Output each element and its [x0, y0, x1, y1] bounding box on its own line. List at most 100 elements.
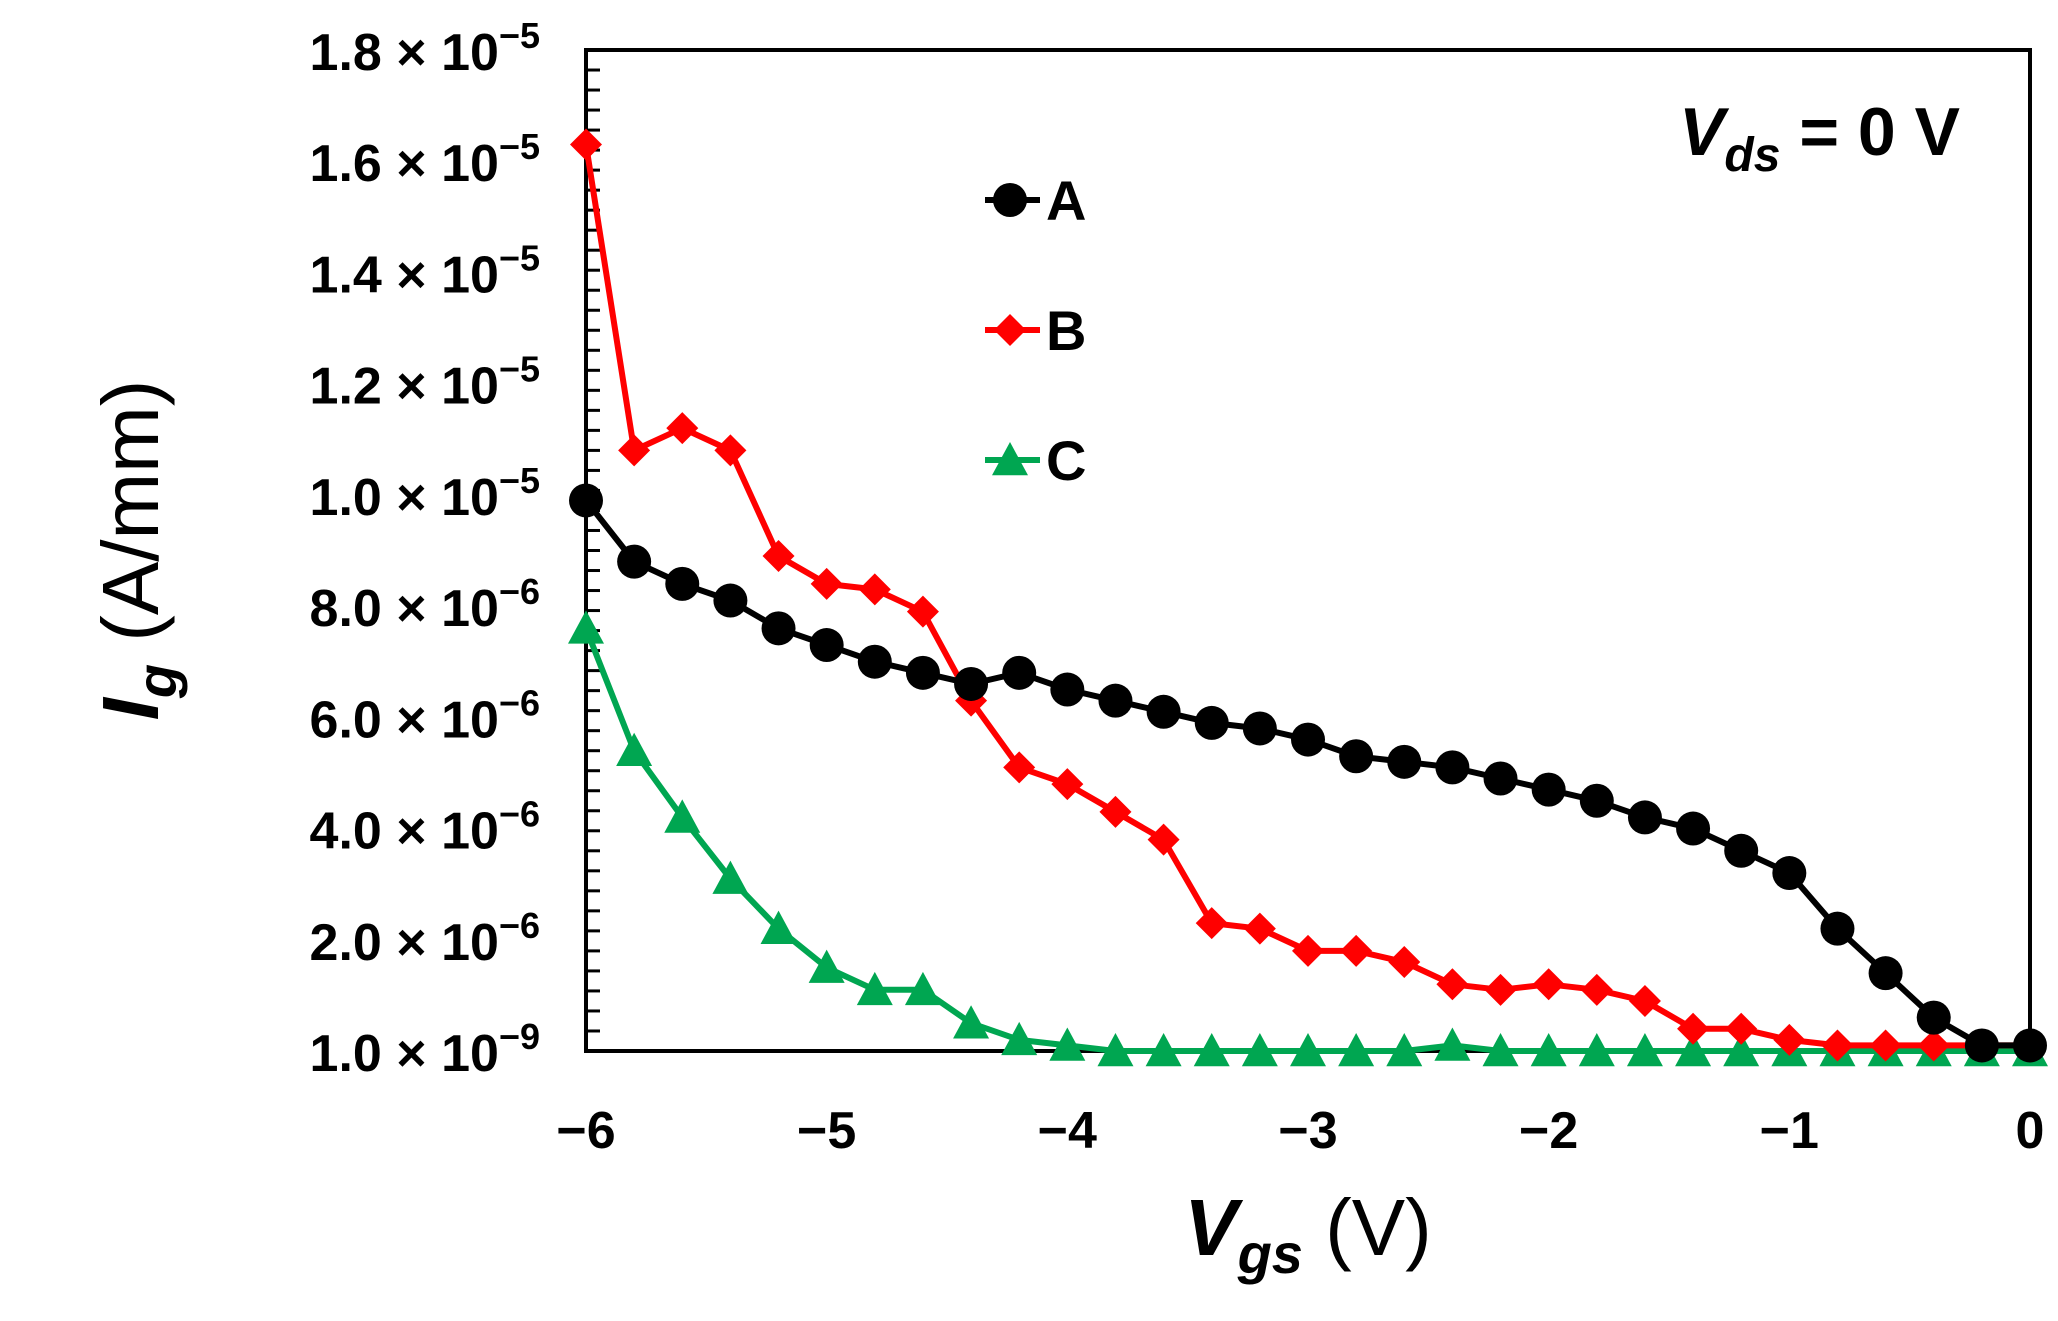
data-point-B	[666, 412, 699, 445]
y-tick-mantissa: 1.0	[310, 1025, 397, 1083]
data-point-B	[1821, 1029, 1854, 1062]
x-axis-title: Vgs (V)	[1184, 1183, 1432, 1285]
data-point-B	[1677, 1012, 1710, 1045]
data-point-A	[1676, 811, 1711, 846]
data-point-A	[1916, 1000, 1951, 1035]
data-point-C	[904, 971, 941, 1006]
data-point-C	[1097, 1033, 1134, 1067]
data-point-A	[2013, 1028, 2047, 1063]
data-point-B	[1580, 973, 1613, 1006]
data-point-C	[808, 949, 845, 983]
data-point-A	[1627, 800, 1662, 835]
data-point-C	[1386, 1033, 1423, 1067]
annotation-symbol: V	[1679, 94, 1730, 170]
y-tick-label: 4.0 × 10−6	[310, 794, 540, 861]
y-tick-times: ×	[396, 691, 441, 749]
data-point-B	[1051, 768, 1084, 801]
legend-item-B: B	[985, 299, 1086, 362]
data-point-C	[1145, 1033, 1182, 1067]
y-tick-exponent: −6	[499, 682, 540, 723]
data-point-C	[1675, 1033, 1712, 1067]
data-point-B	[906, 595, 939, 628]
data-point-C	[1241, 1033, 1278, 1067]
data-point-B	[762, 540, 795, 573]
data-point-B	[1436, 968, 1469, 1001]
data-point-A	[713, 583, 748, 618]
data-point-B	[1484, 973, 1517, 1006]
y-tick-label: 1.4 × 10−5	[310, 237, 540, 304]
x-tick-label: −1	[1760, 1102, 1819, 1160]
data-point-A	[1339, 739, 1374, 774]
y-tick-mantissa: 1.6	[310, 135, 397, 193]
x-tick-label: −3	[1278, 1102, 1337, 1160]
data-point-A	[1772, 856, 1807, 891]
annotation-subscript: ds	[1724, 129, 1780, 182]
y-tick-label: 2.0 × 10−6	[310, 905, 540, 972]
data-point-C	[1338, 1033, 1375, 1067]
x-tick-label: 0	[2016, 1102, 2045, 1160]
y-tick-label: 1.0 × 10−5	[310, 460, 540, 527]
y-tick-exponent: −5	[499, 126, 540, 167]
legend-marker	[992, 442, 1028, 476]
data-point-C	[664, 799, 701, 833]
data-point-A	[1098, 683, 1133, 718]
legend-label: B	[1046, 299, 1086, 362]
data-point-B	[1243, 912, 1276, 945]
x-axis-title-unit: (V)	[1303, 1183, 1432, 1272]
y-tick-mantissa: 1.8	[310, 24, 397, 82]
data-point-A	[1483, 761, 1518, 796]
data-point-A	[954, 666, 989, 701]
data-point-A	[1820, 911, 1855, 946]
y-tick-mantissa: 1.0	[310, 469, 397, 527]
data-point-B	[714, 434, 747, 467]
y-tick-base: 10	[441, 246, 499, 304]
y-tick-label: 1.6 × 10−5	[310, 126, 540, 193]
data-point-B	[1773, 1023, 1806, 1056]
y-tick-label: 6.0 × 10−6	[310, 682, 540, 749]
y-tick-exponent: −5	[499, 460, 540, 501]
y-tick-label: 1.2 × 10−5	[310, 349, 540, 416]
y-tick-base: 10	[441, 135, 499, 193]
x-tick-label: −4	[1038, 1102, 1097, 1160]
data-point-A	[617, 544, 652, 579]
data-point-B	[1099, 795, 1132, 828]
data-point-A	[1050, 672, 1085, 707]
data-point-C	[1049, 1027, 1086, 1061]
y-tick-times: ×	[396, 580, 441, 638]
legend-label: C	[1046, 429, 1086, 492]
y-tick-times: ×	[396, 1025, 441, 1083]
data-point-C	[1001, 1021, 1038, 1056]
series-A	[569, 483, 2047, 1063]
y-tick-base: 10	[441, 1025, 499, 1083]
y-tick-base: 10	[441, 580, 499, 638]
y-tick-exponent: −6	[499, 571, 540, 612]
data-point-A	[905, 655, 940, 690]
x-axis-title-subscript: gs	[1237, 1222, 1303, 1285]
y-tick-mantissa: 1.2	[310, 358, 397, 416]
data-point-A	[1531, 772, 1566, 807]
legend: A B C	[985, 169, 1086, 492]
series-B	[570, 128, 2046, 1062]
data-point-A	[665, 566, 700, 601]
y-tick-exponent: −9	[499, 1016, 540, 1057]
legend-marker	[994, 314, 1026, 346]
legend-item-A: A	[985, 169, 1086, 232]
data-point-A	[1579, 783, 1614, 818]
data-point-A	[1291, 722, 1325, 757]
data-point-B	[1917, 1029, 1950, 1062]
y-tick-mantissa: 2.0	[310, 914, 397, 972]
x-tick-labels: −6 −5 −4 −3 −2 −1 0	[556, 1102, 2044, 1160]
data-point-A	[761, 611, 796, 646]
data-point-B	[1195, 907, 1228, 940]
series-layer	[568, 128, 2048, 1067]
data-point-C	[1193, 1033, 1230, 1067]
y-tick-exponent: −5	[499, 15, 540, 56]
data-point-B	[1147, 823, 1180, 856]
y-tick-exponent: −5	[499, 237, 540, 278]
y-tick-mantissa: 6.0	[310, 691, 397, 749]
data-point-A	[1868, 956, 1903, 991]
data-point-B	[1388, 946, 1421, 979]
data-point-A	[1194, 705, 1229, 740]
y-tick-labels: 1.0 × 10−92.0 × 10−64.0 × 10−66.0 × 10−6…	[310, 15, 540, 1083]
